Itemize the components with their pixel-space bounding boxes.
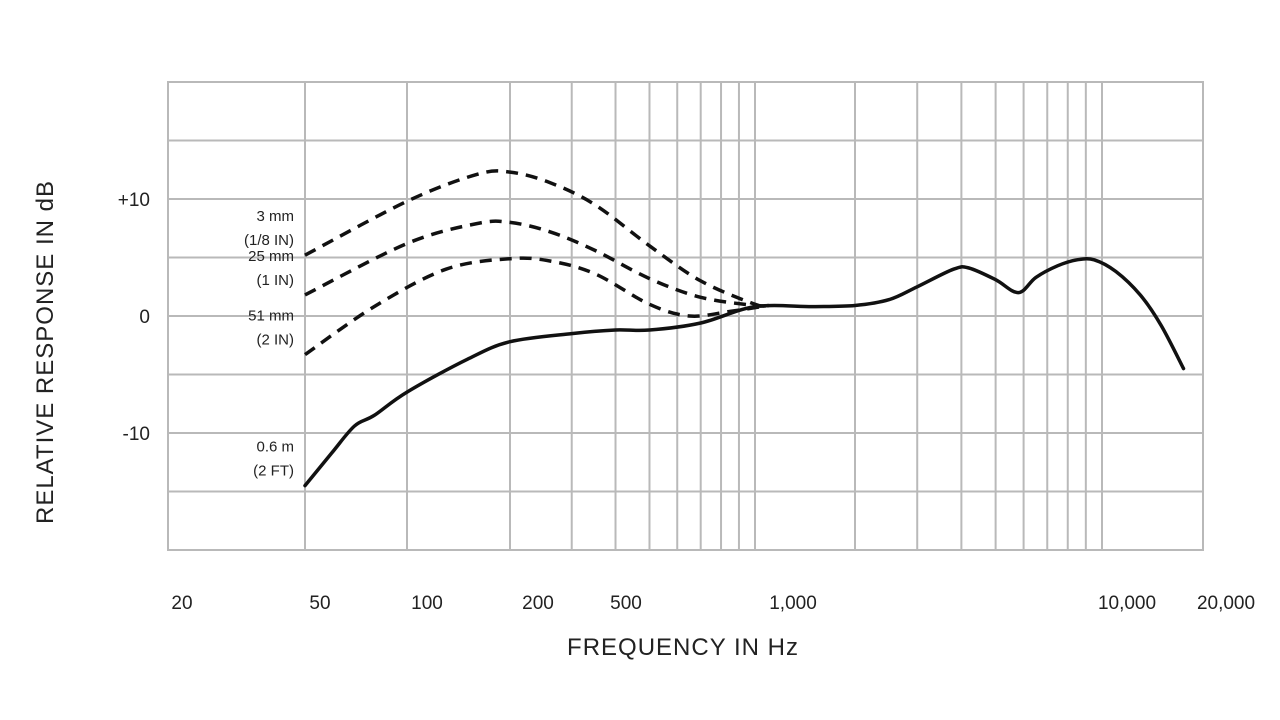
- series-label-line1: 51 mm: [248, 308, 294, 325]
- curve-labels: 3 mm (1/8 IN)25 mm (1 IN) 51 mm (2 IN) 0.6 m (…: [244, 208, 294, 479]
- grid: [168, 82, 1203, 550]
- x-axis-ticks: 20 50 100 200 500 1,000 10,000 20,000: [171, 593, 1255, 614]
- series-label-line1: 0.6 m: [256, 439, 294, 456]
- x-tick-label: 20: [171, 593, 192, 614]
- x-tick-label: 1,000: [769, 593, 817, 614]
- x-tick-label: 10,000: [1098, 593, 1156, 614]
- y-tick-label: +10: [118, 190, 150, 211]
- y-tick-label: 0: [139, 307, 150, 328]
- series-line-1: [304, 219, 769, 308]
- curves: [303, 169, 1186, 488]
- y-axis-label: RELATIVE RESPONSE IN dB: [32, 180, 59, 524]
- y-tick-label: -10: [123, 424, 150, 445]
- x-tick-label: 100: [411, 593, 443, 614]
- x-tick-label: 500: [610, 593, 642, 614]
- y-axis-ticks: +10 0 -10: [118, 190, 150, 445]
- plot-frame: [167, 81, 1204, 551]
- series-line-3: [303, 256, 1186, 488]
- series-label-line1: 25 mm: [248, 248, 294, 265]
- x-tick-label: 50: [309, 593, 330, 614]
- series-line-0: [304, 169, 769, 309]
- series-label-line1: 3 mm: [257, 208, 295, 225]
- x-axis-label: FREQUENCY IN Hz: [567, 634, 799, 661]
- x-tick-label: 200: [522, 593, 554, 614]
- series-label-line2: (2 FT): [253, 463, 294, 480]
- series-label-line2: (1/8 IN): [244, 232, 294, 249]
- series-line-2: [304, 256, 770, 357]
- x-tick-label: 20,000: [1197, 593, 1255, 614]
- series-label-line2: (1 IN): [257, 272, 295, 289]
- series-label-line2: (2 IN): [257, 332, 295, 349]
